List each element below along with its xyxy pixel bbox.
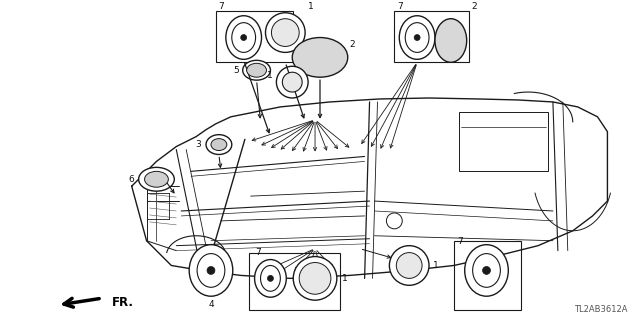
Ellipse shape: [292, 37, 348, 77]
Text: 5: 5: [233, 66, 239, 75]
Ellipse shape: [465, 245, 508, 296]
Ellipse shape: [232, 23, 255, 52]
Circle shape: [414, 35, 420, 41]
Text: 1: 1: [433, 261, 439, 270]
Circle shape: [293, 257, 337, 300]
Ellipse shape: [435, 19, 467, 62]
Ellipse shape: [206, 135, 232, 155]
Ellipse shape: [145, 171, 168, 187]
Text: 1: 1: [267, 71, 273, 80]
Bar: [459, 112, 548, 171]
Text: FR.: FR.: [112, 296, 134, 309]
Ellipse shape: [139, 167, 174, 191]
Text: 2: 2: [349, 40, 355, 49]
Circle shape: [268, 276, 273, 281]
Text: 7: 7: [457, 237, 463, 246]
Ellipse shape: [211, 139, 227, 150]
Bar: [394, 11, 468, 62]
Circle shape: [483, 267, 490, 275]
Text: 7: 7: [255, 248, 261, 257]
Text: 1: 1: [308, 2, 314, 11]
Circle shape: [266, 13, 305, 52]
Circle shape: [299, 262, 331, 294]
Bar: [454, 241, 521, 310]
Circle shape: [241, 35, 246, 41]
Text: 6: 6: [128, 175, 134, 184]
Circle shape: [282, 72, 302, 92]
Circle shape: [207, 267, 215, 275]
Text: 7: 7: [397, 2, 403, 11]
Text: 2: 2: [472, 2, 477, 11]
Ellipse shape: [197, 253, 225, 287]
Text: TL2AB3612A: TL2AB3612A: [573, 305, 627, 314]
Circle shape: [396, 252, 422, 278]
Ellipse shape: [255, 260, 286, 297]
Text: 7: 7: [218, 2, 224, 11]
Ellipse shape: [399, 16, 435, 59]
Ellipse shape: [189, 245, 233, 296]
Ellipse shape: [243, 60, 271, 80]
Circle shape: [389, 246, 429, 285]
Circle shape: [271, 19, 299, 46]
Text: 1: 1: [342, 274, 348, 283]
Text: 4: 4: [208, 300, 214, 309]
Ellipse shape: [405, 23, 429, 52]
Ellipse shape: [260, 266, 280, 291]
Bar: [216, 11, 293, 62]
Ellipse shape: [226, 16, 262, 59]
Ellipse shape: [246, 63, 266, 77]
Text: 3: 3: [195, 140, 201, 149]
Circle shape: [276, 66, 308, 98]
Ellipse shape: [472, 253, 500, 287]
Bar: [248, 252, 340, 310]
